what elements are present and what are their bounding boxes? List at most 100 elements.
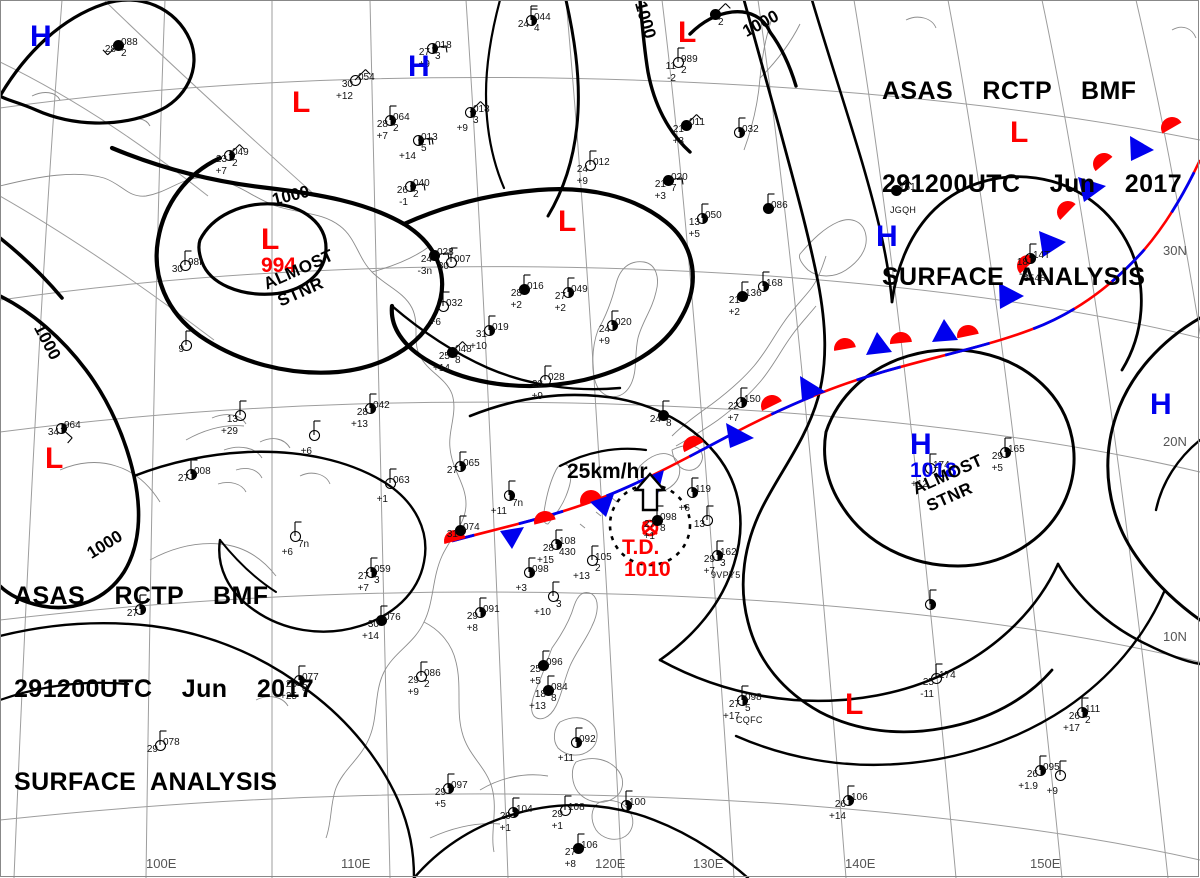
station-pressure: 020 (671, 172, 688, 183)
station-dewpoint: +9 (418, 59, 430, 70)
station-pressure: 084 (551, 682, 568, 693)
station-cloud-cover-icon (365, 566, 378, 579)
station-call-sign: JGQH (890, 205, 917, 215)
station-pressure: 100 (629, 797, 646, 808)
station-pressure-tendency: 5 (745, 703, 751, 714)
station-dewpoint: +1 (551, 821, 563, 832)
pressure-system-l-11: L (845, 690, 863, 720)
station-wind-barb-icon (847, 785, 855, 800)
station-cloud-cover-icon (606, 319, 619, 332)
station-temperature: 23 (215, 154, 227, 165)
station-cloud-cover-icon (999, 446, 1012, 459)
station-cloud-cover-icon (562, 286, 575, 299)
station-wind-barb-icon (575, 727, 583, 742)
station-cloud-cover-icon (384, 477, 397, 490)
station-dewpoint: +9 (576, 176, 588, 187)
station-cloud-cover-icon (454, 460, 467, 473)
station-dewpoint: +6 (281, 547, 293, 558)
station-cloud-cover-icon (657, 409, 670, 422)
station-cloud-cover-icon (507, 806, 520, 819)
station-dewpoint: +3 (515, 583, 527, 594)
station-pressure: 020 (615, 317, 632, 328)
station-dewpoint: -2 (667, 73, 676, 84)
station-temperature: 30 (171, 264, 183, 275)
station-dewpoint: -1 (399, 197, 408, 208)
station-cloud-cover-icon (680, 119, 693, 132)
station-pressure-tendency: 2 (718, 17, 724, 28)
station-temperature: 25 (922, 677, 934, 688)
title-top-line3: SURFACE ANALYSIS (881, 263, 1146, 291)
station-cloud-cover-icon (735, 396, 748, 409)
station-wind-barb-icon (716, 540, 724, 555)
station-pressure: 050 (705, 210, 722, 221)
station-pressure: 168 (766, 278, 783, 289)
station-cloud-cover-icon (428, 249, 441, 262)
station-cloud-cover-icon (537, 659, 550, 672)
pressure-system-h-9: H (1150, 390, 1172, 420)
pressure-system-l-3: L (678, 18, 696, 48)
station-cloud-cover-icon (503, 489, 516, 502)
station-pressure: 098 (745, 692, 762, 703)
station-pressure: 150 (744, 394, 761, 405)
graticule-label-100e: 100E (146, 856, 177, 871)
station-temperature: 25 (438, 351, 450, 362)
station-dewpoint: +6 (300, 446, 312, 457)
pressure-system-h-6: H (876, 222, 898, 252)
station-temperature: 11 (665, 61, 676, 72)
station-wind-barb-icon (528, 557, 536, 572)
station-wind-barb-icon (139, 594, 147, 609)
station-pressure: 040 (413, 178, 430, 189)
td-extent-circle (608, 483, 692, 567)
station-dewpoint: +13 (529, 701, 546, 712)
station-pressure: 162 (720, 547, 737, 558)
station-temperature: 18 (534, 689, 546, 700)
title-block-top: ASAS RCTP BMF 291200UTC Jun 2017 SURFACE… (882, 14, 1182, 355)
station-dewpoint: +12 (911, 479, 928, 490)
station-wind-barb-icon (740, 387, 748, 402)
station-wind-barb-icon (929, 453, 937, 468)
station-wind-barb-icon (1059, 760, 1067, 775)
station-wind-barb-icon (738, 117, 746, 132)
station-cloud-cover-icon (415, 670, 428, 683)
station-pressure-tendency: 430 (559, 547, 576, 558)
station-dewpoint: +13 (573, 571, 590, 582)
station-temperature: 23 (531, 379, 543, 390)
station-cloud-cover-icon (733, 126, 746, 139)
station-dewpoint: +7 (727, 413, 739, 424)
station-temperature: 9 (178, 344, 184, 355)
station-pressure: 042 (373, 400, 390, 411)
station-dewpoint: -3n (417, 266, 432, 277)
station-cloud-cover-icon (762, 202, 775, 215)
station-dewpoint: +6 (678, 503, 690, 514)
graticule-label-20n: 20N (1163, 434, 1187, 449)
station-pressure-tendency: 8 (455, 355, 461, 366)
station-dewpoint: +5 (991, 463, 1003, 474)
station-pressure: 074 (463, 522, 480, 533)
low-center-icon: L (292, 86, 311, 119)
pressure-system-l-8: L (45, 444, 63, 474)
td-pressure-label: 1010 (624, 558, 671, 581)
station-wind-barb-icon (508, 480, 516, 495)
station-dewpoint: +1 (376, 494, 388, 505)
station-wind-barb-icon (313, 420, 321, 435)
station-wind-barb-icon (294, 521, 302, 536)
station-cloud-cover-icon (454, 524, 467, 537)
station-dewpoint: +9 (1046, 786, 1058, 797)
td-speed-label: 25km/hr (567, 460, 648, 483)
station-cloud-cover-icon (651, 514, 664, 527)
central-pressure-value: 994 (261, 254, 297, 277)
station-temperature: 34 (47, 427, 59, 438)
station-dewpoint: +9 (598, 336, 610, 347)
station-wind-barb-icon (677, 47, 685, 62)
station-temperature: 29 (434, 787, 446, 798)
station-temperature: 24 (649, 414, 661, 425)
station-dewpoint: +25 (280, 691, 297, 702)
station-cloud-cover-icon (474, 606, 487, 619)
title-bottom-line1: ASAS RCTP BMF (14, 582, 269, 610)
low-center-icon: L (261, 223, 280, 256)
station-cloud-cover-icon (289, 530, 302, 543)
station-cloud-cover-icon (547, 590, 560, 603)
